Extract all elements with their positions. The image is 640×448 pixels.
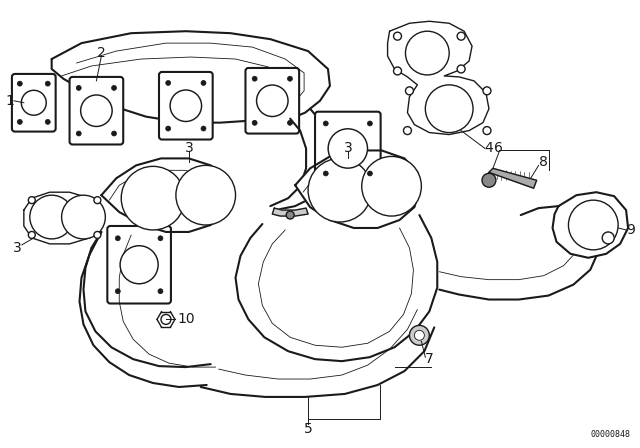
Circle shape <box>323 121 328 126</box>
Circle shape <box>111 131 116 136</box>
Circle shape <box>17 120 22 125</box>
Circle shape <box>158 236 163 241</box>
Polygon shape <box>388 21 489 134</box>
Circle shape <box>483 87 491 95</box>
Circle shape <box>61 195 106 239</box>
Circle shape <box>166 126 171 131</box>
Circle shape <box>115 289 120 294</box>
Circle shape <box>76 131 81 136</box>
FancyBboxPatch shape <box>246 68 299 134</box>
Circle shape <box>201 126 206 131</box>
Circle shape <box>170 90 202 121</box>
Circle shape <box>17 81 22 86</box>
Circle shape <box>367 171 372 176</box>
Polygon shape <box>101 159 230 232</box>
Circle shape <box>76 86 81 90</box>
Text: 3: 3 <box>13 241 21 255</box>
FancyBboxPatch shape <box>12 74 56 132</box>
FancyBboxPatch shape <box>70 77 124 145</box>
Circle shape <box>94 197 101 204</box>
Circle shape <box>158 289 163 294</box>
Circle shape <box>367 121 372 126</box>
Circle shape <box>602 232 614 244</box>
Polygon shape <box>52 31 330 123</box>
Circle shape <box>201 81 206 86</box>
Polygon shape <box>552 192 628 258</box>
FancyBboxPatch shape <box>315 112 381 185</box>
Circle shape <box>328 129 367 168</box>
Circle shape <box>257 85 288 116</box>
Text: 10: 10 <box>177 312 195 327</box>
Text: 3: 3 <box>344 142 352 155</box>
Circle shape <box>308 159 372 222</box>
Text: 5: 5 <box>304 422 312 436</box>
Circle shape <box>121 166 185 230</box>
Circle shape <box>482 173 496 187</box>
Polygon shape <box>295 151 419 228</box>
Circle shape <box>362 156 421 216</box>
Circle shape <box>111 86 116 90</box>
Circle shape <box>166 81 171 86</box>
Circle shape <box>287 76 292 81</box>
Circle shape <box>568 200 618 250</box>
Circle shape <box>394 67 401 75</box>
Text: 6: 6 <box>495 142 503 155</box>
Text: 00000848: 00000848 <box>590 430 630 439</box>
Circle shape <box>287 121 292 125</box>
Circle shape <box>45 81 51 86</box>
Circle shape <box>252 121 257 125</box>
Text: 4: 4 <box>484 142 493 155</box>
FancyBboxPatch shape <box>159 72 212 139</box>
Polygon shape <box>489 168 537 188</box>
Circle shape <box>457 65 465 73</box>
Circle shape <box>94 232 101 238</box>
Circle shape <box>483 127 491 134</box>
FancyBboxPatch shape <box>108 226 171 303</box>
Circle shape <box>286 211 294 219</box>
Text: 2: 2 <box>97 46 106 60</box>
Circle shape <box>115 236 120 241</box>
Circle shape <box>161 314 171 324</box>
Text: 1: 1 <box>6 94 14 108</box>
Circle shape <box>406 87 413 95</box>
Circle shape <box>410 325 429 345</box>
Text: 3: 3 <box>184 142 193 155</box>
Circle shape <box>403 127 412 134</box>
Circle shape <box>30 195 74 239</box>
Circle shape <box>415 330 424 340</box>
Circle shape <box>426 85 473 133</box>
Text: 9: 9 <box>626 223 634 237</box>
Circle shape <box>176 165 236 225</box>
Circle shape <box>323 171 328 176</box>
Circle shape <box>28 232 35 238</box>
Circle shape <box>406 31 449 75</box>
Circle shape <box>457 32 465 40</box>
Circle shape <box>394 32 401 40</box>
Circle shape <box>81 95 112 126</box>
Circle shape <box>21 90 46 115</box>
Circle shape <box>252 76 257 81</box>
Circle shape <box>28 197 35 204</box>
Text: 8: 8 <box>539 155 548 169</box>
Polygon shape <box>24 192 99 244</box>
Circle shape <box>45 120 51 125</box>
Circle shape <box>120 246 158 284</box>
Text: 7: 7 <box>425 352 434 366</box>
Polygon shape <box>272 208 308 216</box>
